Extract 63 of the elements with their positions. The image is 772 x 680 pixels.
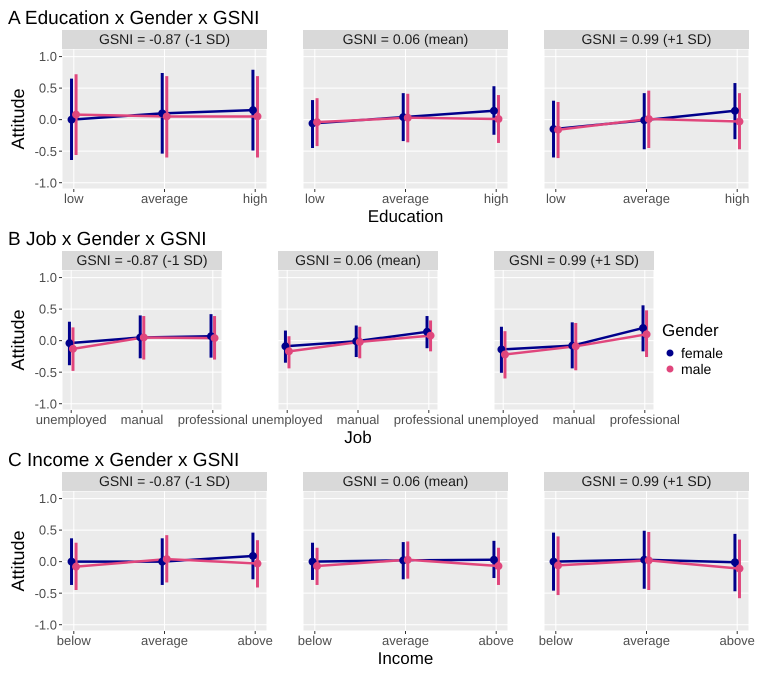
y-tick-label: 1.0 [38,270,57,286]
chart-subtitle: GSNI = 0.99 (+1 SD) [494,251,654,270]
x-tick-label: professional [178,412,248,428]
y-tick-label: -1.0 [34,396,57,412]
chart-subtitle: GSNI = 0.06 (mean) [303,30,508,49]
x-tick-label: below [56,633,92,648]
y-tick-label: -0.5 [34,144,57,159]
x-tick-label: manual [120,412,164,428]
y-tick-label: -0.5 [34,364,57,380]
chart-subtitle: GSNI = 0.99 (+1 SD) [544,472,749,491]
legend-title: Gender [662,321,720,341]
x-tick-label: below [298,633,332,648]
x-tick-label: average [623,191,670,206]
y-tick-label: 1.0 [38,49,57,64]
chart-subtitle: GSNI = 0.06 (mean) [278,251,438,270]
x-tick-label: low [64,191,84,206]
chart-title: A Education x Gender x GSNI [8,8,260,30]
x-tick-label: unemployed [36,412,107,428]
x-tick-label: above [478,633,514,648]
x-tick-label: low [305,191,326,206]
y-tick-label: -0.5 [34,586,57,601]
x-tick-label: high [484,191,508,206]
x-axis-title: Income [376,649,434,669]
x-tick-label: average [382,633,429,648]
x-tick-label: high [242,191,268,206]
x-tick-label: unemployed [468,412,539,428]
y-tick-label: 0.0 [38,554,57,570]
chart-subtitle: GSNI = 0.06 (mean) [303,472,508,491]
y-axis-title: Attitude [8,88,28,150]
y-tick-label: -1.0 [34,175,57,190]
x-tick-label: average [623,633,670,648]
x-axis-title: Education [366,207,444,227]
x-tick-label: average [141,633,188,648]
x-tick-label: high [724,191,750,206]
x-tick-label: professional [610,412,680,428]
chart-subtitle: GSNI = -0.87 (-1 SD) [62,472,267,491]
x-tick-label: low [546,191,566,206]
x-tick-label: above [237,633,273,648]
x-tick-label: professional [394,412,464,428]
y-tick-label: 1.0 [38,491,57,506]
chart-title: B Job x Gender x GSNI [8,229,208,251]
y-tick-label: 0.5 [38,522,57,538]
y-tick-label: -1.0 [34,617,57,632]
x-tick-label: manual [336,412,380,428]
x-axis-title: Job [343,428,373,448]
x-tick-label: average [382,191,429,206]
chart-subtitle: GSNI = -0.87 (-1 SD) [62,30,267,49]
y-tick-label: 0.0 [38,112,57,128]
y-tick-label: 0.0 [38,333,57,348]
x-tick-label: average [141,191,188,206]
chart-subtitle: GSNI = 0.99 (+1 SD) [544,30,749,49]
y-tick-label: 0.5 [38,302,57,317]
y-axis-title: Attitude [8,309,28,371]
chart-title: C Income x Gender x GSNI [8,450,240,472]
x-tick-label: below [538,633,574,648]
legend-label: male [681,361,712,377]
chart-subtitle: GSNI = -0.87 (-1 SD) [62,251,222,270]
legend-label: female [681,345,724,361]
x-tick-label: manual [552,412,596,428]
x-tick-label: unemployed [252,412,323,428]
y-tick-label: 0.5 [38,80,57,96]
x-tick-label: above [719,633,755,648]
y-axis-title: Attitude [8,530,28,592]
